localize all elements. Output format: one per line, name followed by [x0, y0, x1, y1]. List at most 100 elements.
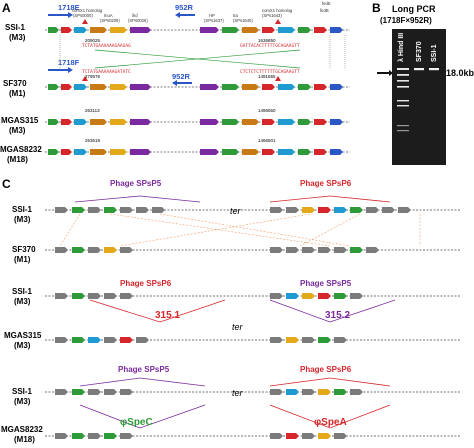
- gene-label: ihd: [132, 13, 138, 18]
- row-label-sf370: SF370: [3, 79, 27, 88]
- lane-label-ssi1: SSI-1: [431, 44, 438, 62]
- gel-image: [392, 29, 446, 165]
- gene-locus: (SPs0209): [100, 18, 120, 23]
- panel-c: C Phage SPsP5 Phage SPsP6 SSI-1 (M3) ter…: [1, 177, 460, 444]
- coord-8: 1466501: [258, 138, 276, 143]
- ter-label: ter: [232, 322, 244, 332]
- row-label-g3-1: SSI-1: [12, 387, 33, 396]
- gene-label: tra: [233, 13, 239, 18]
- seq-1: TCTATGAAAAAAGAAGAG: [82, 43, 131, 49]
- seq-3: TCTATGAAAAAAGATATC: [82, 69, 131, 75]
- gene-labels-top: comX1 homolog tnuA ihd HP tra comX1 homo…: [72, 1, 331, 23]
- group-1: Phage SPsP5 Phage SPsP6 SSI-1 (M3) ter S…: [12, 179, 460, 264]
- band-size-label: 18.0kb: [446, 68, 474, 78]
- gene-label: HP: [209, 13, 215, 18]
- coord-7: 263619: [85, 138, 101, 143]
- row-sub-g3-1: (M3): [14, 397, 31, 406]
- row-sub-sf370: (M1): [9, 89, 26, 98]
- band-arrow: [377, 70, 393, 76]
- row-label-ssi1: SSI-1: [5, 23, 26, 32]
- toxin-spea: φSpeA: [314, 417, 347, 428]
- panel-b-letter: B: [372, 1, 381, 15]
- coord-5: 263113: [85, 108, 100, 113]
- primer-952r-arrow: [175, 12, 195, 18]
- panel-a-letter: A: [2, 1, 11, 15]
- seq-2: GATTACACTTTTTGCAGAAGTT: [240, 43, 300, 49]
- row-label-mgas315: MGAS315: [1, 116, 39, 125]
- ladder-bands: [397, 68, 409, 132]
- phage-bracket-right: [269, 377, 391, 387]
- row-label-mgas8232: MGAS8232: [0, 145, 42, 154]
- row-sub-g3-2: (M18): [14, 435, 35, 444]
- phage-label-g3-right: Phage SPsP6: [300, 365, 352, 374]
- gene-locus: (SPs1640): [233, 18, 253, 23]
- coord-2: 1636850: [258, 38, 276, 43]
- row-label-g2-1: SSI-1: [12, 287, 33, 296]
- phage-label-g1-left: Phage SPsP5: [110, 179, 162, 188]
- gene-label: tnuA: [104, 13, 113, 18]
- panel-a: A SSI-1 (M3) SF370 (M1) MGAS315 (M3) MGA…: [0, 1, 350, 164]
- phage-bracket-left: [89, 299, 226, 323]
- row-sub-g1-2: (M1): [14, 255, 31, 264]
- track-mgas8232: [45, 149, 350, 155]
- coord-4: 1491655: [258, 74, 276, 79]
- primer-952r-2-arrow: [172, 80, 192, 86]
- gene-label: fedE: [322, 1, 331, 6]
- ter-label: ter: [232, 388, 244, 398]
- primer-1718f-arrow: [48, 67, 73, 73]
- gene-locus: (SPs0026): [128, 18, 148, 23]
- lane-label-hind: λ Hind III: [397, 33, 405, 62]
- row-sub-g1-1: (M3): [14, 215, 31, 224]
- homology-lines: [59, 213, 421, 247]
- crossover-lines: [59, 35, 346, 69]
- lane-label-sf370: SF370: [416, 41, 423, 62]
- phage-bracket-left: [74, 195, 201, 203]
- phage-label-g2-left: Phage SPsP6: [120, 279, 172, 288]
- track-sf370: [45, 76, 350, 90]
- phage-bracket-right: [269, 404, 391, 429]
- row-sub-ssi1: (M3): [9, 33, 26, 42]
- panel-c-gene-arrows: [55, 207, 411, 439]
- gene-locus: (SPs1637): [204, 18, 224, 23]
- row-label-g3-2: MGAS8232: [1, 425, 43, 434]
- band-sf370: [414, 68, 424, 71]
- panel-c-letter: C: [2, 177, 11, 191]
- track-mgas315: [45, 119, 350, 125]
- primer-1718f: 1718F: [58, 58, 80, 67]
- marker-315-2: 315.2: [325, 310, 350, 321]
- row-sub-mgas8232: (M18): [7, 155, 28, 164]
- gene-label: fedB: [320, 8, 329, 13]
- gel-title: Long PCR: [392, 4, 436, 14]
- marker-315-1: 315.1: [155, 310, 180, 321]
- gel-subtitle: (1718F×952R): [380, 16, 432, 25]
- ter-label: ter: [230, 206, 242, 216]
- phage-bracket-right: [269, 195, 391, 203]
- gene-label: comX1 homolog: [72, 8, 103, 13]
- phage-label-g3-left: Phage SPsP5: [118, 365, 170, 374]
- phage-label-g1-right: Phage SPsP6: [300, 179, 352, 188]
- row-label-g1-2: SF370: [12, 245, 36, 254]
- row-label-g2-2: MGAS315: [4, 331, 42, 340]
- primer-1718e: 1718E: [58, 3, 80, 12]
- row-sub-g2-1: (M3): [14, 297, 31, 306]
- group-3: Phage SPsP5 Phage SPsP6 SSI-1 (M3) ter φ…: [1, 365, 460, 444]
- coord-3: 279576: [85, 74, 101, 79]
- phage-label-g2-right: Phage SPsP5: [300, 279, 352, 288]
- primer-952r-2: 952R: [172, 72, 191, 81]
- primer-1718e-arrow: [48, 12, 73, 18]
- track-ssi1: [45, 19, 350, 33]
- band-ssi1: [429, 68, 439, 71]
- coord-1: 209025: [85, 38, 101, 43]
- row-sub-g2-2: (M3): [14, 341, 31, 350]
- gene-locus: (SPs0000): [73, 13, 93, 18]
- toxin-spec: φSpeC: [120, 417, 153, 428]
- row-label-g1-1: SSI-1: [12, 205, 33, 214]
- coord-6: 1496550: [258, 108, 276, 113]
- phage-bracket-left: [79, 404, 206, 429]
- primer-952r: 952R: [175, 3, 194, 12]
- gene-locus: (SPs1643): [262, 13, 282, 18]
- gene-label: comX1 homolog: [262, 8, 293, 13]
- group-2: Phage SPsP6 Phage SPsP5 SSI-1 (M3) 315.1…: [4, 279, 460, 350]
- phage-bracket-right: [269, 299, 396, 323]
